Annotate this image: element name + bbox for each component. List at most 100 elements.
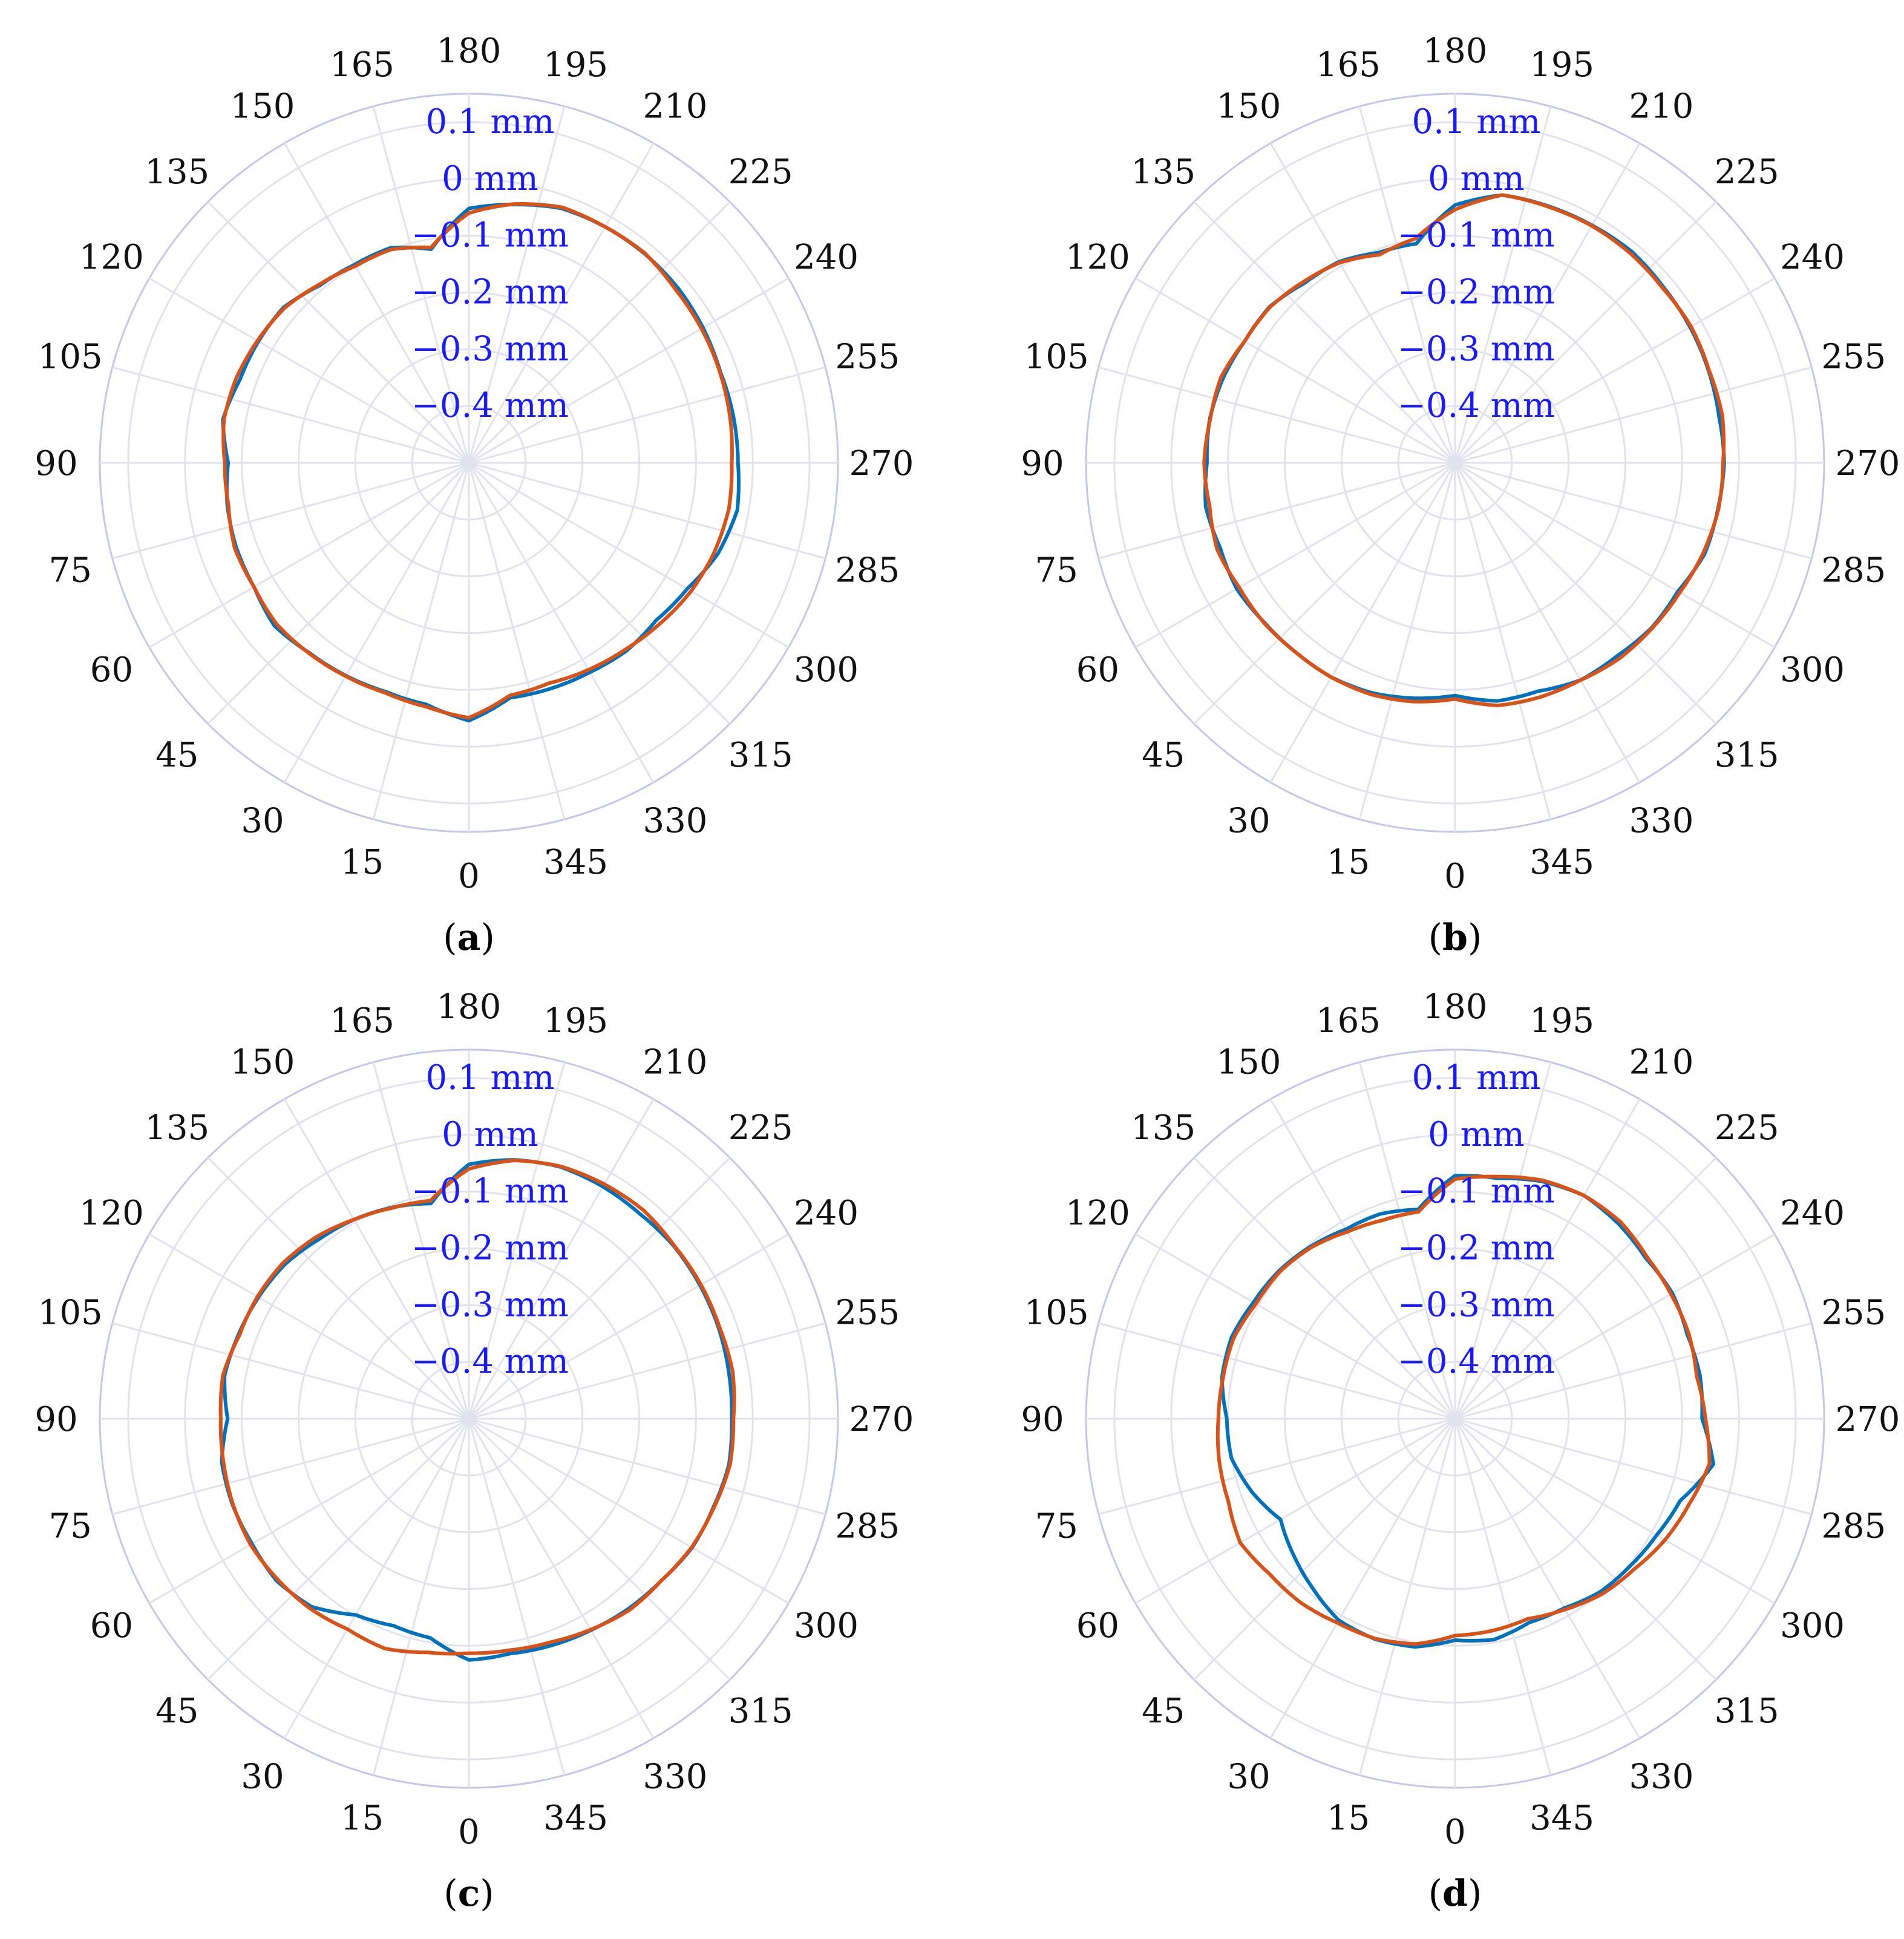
angular-tick-label: 285 [1821, 551, 1886, 590]
angular-grid-spoke [148, 277, 469, 464]
radial-tick-label: −0.4 mm [1398, 386, 1555, 425]
angular-grid-spoke [1454, 462, 1552, 820]
radial-tick-label: −0.2 mm [1398, 1228, 1555, 1267]
angular-tick-label: 60 [90, 650, 133, 690]
angular-grid-spoke [148, 462, 469, 649]
angular-tick-label: 270 [1836, 1400, 1900, 1439]
angular-tick-label: 255 [835, 337, 900, 376]
angular-tick-label: 135 [1131, 152, 1196, 192]
radial-tick-label: −0.4 mm [411, 1342, 569, 1381]
angular-grid-spoke [468, 462, 655, 783]
series-line-2 [218, 1159, 736, 1656]
angular-grid-spoke [372, 106, 470, 463]
angular-tick-label: 240 [794, 1194, 859, 1233]
angular-tick-label: 150 [231, 1042, 295, 1082]
angular-tick-label: 135 [1131, 1108, 1196, 1148]
angular-grid-spoke [1269, 1098, 1456, 1419]
angular-grid-spoke [283, 1098, 470, 1419]
angular-tick-label: 315 [728, 1692, 793, 1731]
angular-grid-spoke [372, 1062, 470, 1419]
caption-a: (a) [443, 917, 495, 959]
radial-tick-label: −0.1 mm [411, 216, 569, 255]
angular-grid-spoke [1098, 1417, 1456, 1516]
angular-grid-spoke [1358, 1418, 1456, 1776]
angular-tick-label: 240 [1780, 238, 1845, 277]
polar-chart-a: 0 15 30 45 60 75 90 105 120 135 150 165 180 195 210 225… [34, 31, 914, 896]
angular-grid-spoke [1134, 462, 1456, 649]
angular-tick-label: 270 [1836, 444, 1900, 483]
angular-grid-spoke [283, 1418, 470, 1739]
angular-tick-label: 90 [34, 1400, 77, 1439]
angular-grid-spoke [1269, 462, 1456, 783]
angular-tick-label: 45 [1142, 1692, 1185, 1731]
angular-grid-spoke [1454, 462, 1812, 560]
angular-tick-label: 300 [1780, 1606, 1845, 1646]
angular-grid-spoke [468, 1322, 826, 1420]
angular-tick-label: 75 [1035, 551, 1078, 590]
angular-tick-label: 330 [643, 1758, 708, 1797]
angular-tick-label: 165 [1316, 1001, 1381, 1041]
angular-tick-label: 285 [1821, 1507, 1886, 1546]
angular-grid-spoke [372, 462, 470, 820]
angular-grid-spoke [468, 1417, 790, 1604]
angular-grid-spoke [1134, 1233, 1456, 1420]
angular-tick-label: 60 [1076, 650, 1119, 690]
angular-tick-label: 75 [1035, 1507, 1078, 1546]
radial-tick-label: −0.1 mm [1398, 1172, 1555, 1211]
angular-tick-label: 135 [145, 152, 209, 192]
angular-grid-spoke [468, 1418, 566, 1776]
angular-tick-label: 195 [543, 45, 608, 85]
radial-tick-label: 0 mm [442, 159, 538, 198]
angular-tick-label: 120 [79, 1194, 144, 1233]
angular-tick-label: 15 [341, 843, 384, 882]
caption-c: (c) [443, 1872, 494, 1915]
angular-tick-label: 210 [1629, 87, 1694, 126]
angular-tick-label: 15 [341, 1799, 384, 1838]
angular-tick-label: 255 [1821, 337, 1886, 376]
angular-grid-spoke [468, 1098, 655, 1419]
angular-grid-spoke [1134, 277, 1456, 464]
angular-tick-label: 300 [1780, 650, 1845, 690]
angular-tick-label: 315 [1715, 736, 1779, 775]
angular-tick-label: 30 [241, 802, 284, 841]
radial-tick-label: −0.2 mm [411, 1228, 569, 1267]
angular-tick-label: 75 [49, 551, 92, 590]
angular-grid-spoke [1454, 1322, 1812, 1420]
angular-tick-label: 120 [79, 238, 144, 277]
series-line-2 [221, 202, 734, 720]
angular-grid-spoke [1454, 106, 1552, 463]
radial-tick-label: 0 mm [1428, 159, 1525, 198]
radial-tick-label: 0.1 mm [425, 1058, 554, 1097]
angular-tick-label: 345 [1529, 843, 1594, 882]
angular-grid-spoke [468, 462, 566, 820]
angular-tick-label: 165 [330, 1001, 394, 1041]
angular-tick-label: 105 [38, 1293, 103, 1332]
radial-tick-label: −0.2 mm [1398, 272, 1555, 312]
angular-tick-label: 120 [1065, 238, 1130, 277]
angular-grid-spoke [1269, 142, 1456, 463]
caption-b: (b) [1428, 917, 1482, 959]
angular-tick-label: 45 [1142, 736, 1185, 775]
radial-tick-label: −0.1 mm [1398, 216, 1555, 255]
angular-tick-label: 150 [231, 87, 295, 126]
angular-grid-spoke [1454, 277, 1776, 464]
angular-tick-label: 90 [34, 444, 77, 483]
series-line-1 [1220, 1174, 1715, 1649]
angular-tick-label: 225 [1715, 152, 1779, 192]
angular-tick-label: 225 [728, 152, 793, 192]
angular-grid-spoke [468, 142, 655, 463]
angular-tick-label: 195 [543, 1001, 608, 1041]
radial-tick-label: 0.1 mm [1412, 102, 1540, 142]
angular-grid-spoke [1193, 462, 1456, 725]
angular-grid-spoke [1134, 1417, 1456, 1604]
angular-tick-label: 15 [1327, 1799, 1370, 1838]
angular-grid-spoke [1454, 462, 1776, 649]
radial-tick-label: −0.3 mm [411, 329, 569, 368]
angular-tick-label: 15 [1327, 843, 1370, 882]
angular-tick-label: 315 [1715, 1692, 1779, 1731]
angular-tick-label: 30 [1227, 802, 1270, 841]
angular-grid-spoke [1358, 462, 1456, 820]
angular-grid-spoke [207, 462, 470, 725]
series-line-2 [1215, 1174, 1712, 1646]
